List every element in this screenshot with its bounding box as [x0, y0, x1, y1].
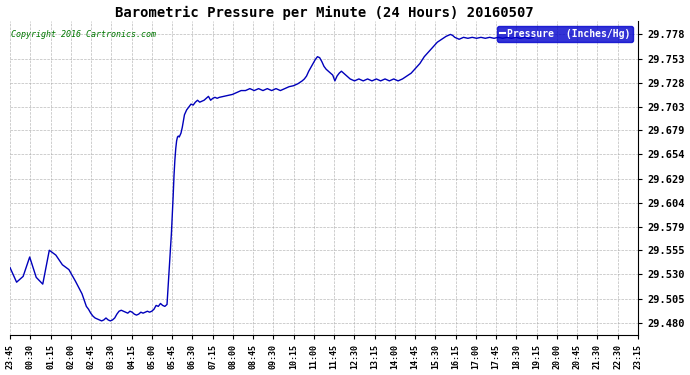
Text: Copyright 2016 Cartronics.com: Copyright 2016 Cartronics.com: [11, 30, 157, 39]
Title: Barometric Pressure per Minute (24 Hours) 20160507: Barometric Pressure per Minute (24 Hours…: [115, 6, 533, 20]
Legend: Pressure  (Inches/Hg): Pressure (Inches/Hg): [497, 26, 633, 42]
